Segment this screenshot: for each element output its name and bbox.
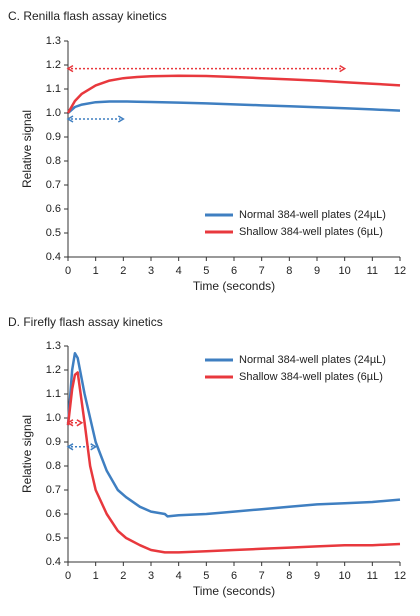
x-tick-label: 12 — [394, 265, 406, 277]
x-tick-label: 7 — [259, 265, 265, 277]
x-tick-label: 10 — [339, 570, 351, 582]
y-tick-label: 0.6 — [46, 203, 61, 215]
arrow-head — [339, 64, 347, 73]
y-tick-label: 0.4 — [46, 251, 61, 263]
x-tick-label: 7 — [259, 570, 265, 582]
y-tick-label: 0.9 — [46, 131, 61, 143]
y-tick-label: 0.9 — [46, 436, 61, 448]
y-tick-label: 1.3 — [46, 35, 61, 47]
x-tick-label: 11 — [367, 570, 378, 582]
arrow-head — [66, 115, 74, 123]
y-tick-label: 0.8 — [46, 155, 61, 167]
y-tick-label: 0.8 — [46, 460, 61, 472]
x-tick-label: 0 — [65, 265, 71, 277]
x-tick-label: 3 — [148, 265, 154, 277]
y-tick-label: 1.0 — [46, 107, 61, 119]
y-axis-label: Relative signal — [20, 110, 34, 188]
legend-label: Normal 384-well plates (24µL) — [239, 354, 386, 366]
x-axis-label: Time (seconds) — [193, 584, 275, 598]
chart-title: D. Firefly flash assay kinetics — [8, 315, 163, 329]
y-tick-label: 0.5 — [46, 532, 61, 544]
legend-label: Normal 384-well plates (24µL) — [239, 209, 386, 221]
arrow-head — [117, 115, 125, 123]
arrow-head — [90, 443, 98, 451]
y-tick-label: 0.6 — [46, 508, 61, 520]
chart-title: C. Renilla flash assay kinetics — [8, 9, 167, 23]
y-axis-label: Relative signal — [20, 415, 34, 493]
x-tick-label: 1 — [93, 570, 99, 582]
y-tick-label: 1.2 — [46, 59, 61, 71]
arrow-head — [76, 419, 84, 427]
series-line — [66, 351, 401, 518]
y-tick-label: 1.1 — [46, 388, 61, 400]
y-tick-label: 1.2 — [46, 364, 61, 376]
y-tick-label: 0.5 — [46, 227, 61, 239]
x-tick-label: 6 — [231, 265, 237, 277]
y-tick-label: 1.3 — [46, 340, 61, 352]
x-tick-label: 5 — [203, 570, 209, 582]
y-tick-label: 0.4 — [46, 556, 61, 568]
x-tick-label: 0 — [65, 570, 71, 582]
series-line — [66, 74, 401, 114]
x-tick-label: 5 — [203, 265, 209, 277]
y-tick-label: 1.1 — [46, 83, 61, 95]
y-tick-label: 0.7 — [46, 484, 61, 496]
series-line — [67, 100, 401, 114]
legend-label: Shallow 384-well plates (6µL) — [239, 226, 383, 238]
x-tick-label: 12 — [394, 570, 406, 582]
x-tick-label: 4 — [176, 570, 182, 582]
x-tick-label: 1 — [93, 265, 99, 277]
x-tick-label: 8 — [286, 570, 292, 582]
x-tick-label: 9 — [314, 570, 320, 582]
y-tick-label: 1.0 — [46, 412, 61, 424]
x-tick-label: 3 — [148, 570, 154, 582]
x-tick-label: 11 — [367, 265, 378, 277]
x-tick-label: 9 — [314, 265, 320, 277]
series-line — [66, 371, 401, 554]
arrow-head — [66, 443, 74, 451]
arrow-head — [66, 64, 74, 73]
x-tick-label: 8 — [286, 265, 292, 277]
x-tick-label: 10 — [339, 265, 351, 277]
x-axis-label: Time (seconds) — [193, 279, 275, 293]
x-tick-label: 6 — [231, 570, 237, 582]
x-tick-label: 2 — [120, 570, 126, 582]
x-tick-label: 4 — [176, 265, 182, 277]
y-tick-label: 0.7 — [46, 179, 61, 191]
legend-label: Shallow 384-well plates (6µL) — [239, 371, 383, 383]
x-tick-label: 2 — [120, 265, 126, 277]
